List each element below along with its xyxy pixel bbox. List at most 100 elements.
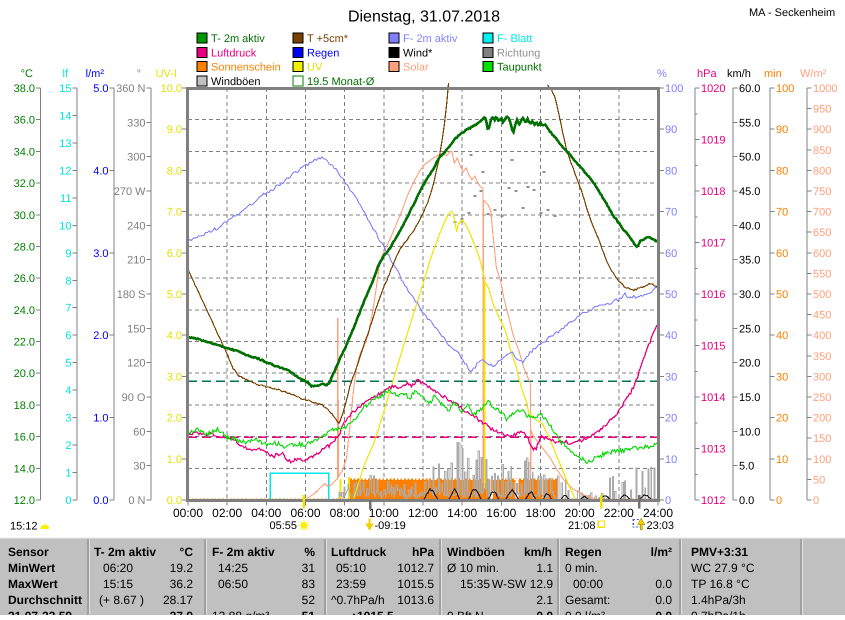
svg-text:950: 950 xyxy=(813,104,831,116)
svg-text:32.0: 32.0 xyxy=(14,178,35,190)
svg-text:21:08: 21:08 xyxy=(568,520,596,532)
svg-text:0.0: 0.0 xyxy=(536,609,553,615)
svg-text:T- 2m aktiv: T- 2m aktiv xyxy=(211,33,265,45)
svg-text:200: 200 xyxy=(813,413,831,425)
svg-text:Richtung: Richtung xyxy=(497,47,540,59)
svg-text:40: 40 xyxy=(776,330,788,342)
svg-text:0: 0 xyxy=(813,495,819,507)
svg-text:60: 60 xyxy=(665,248,677,260)
svg-text:05:10: 05:10 xyxy=(336,561,366,575)
svg-text:270 W: 270 W xyxy=(114,186,146,198)
svg-text:8.0: 8.0 xyxy=(167,165,182,177)
svg-text:Regen: Regen xyxy=(307,47,339,59)
svg-text:Sonnenschein: Sonnenschein xyxy=(211,62,281,74)
svg-text:240: 240 xyxy=(127,220,145,232)
svg-text:10: 10 xyxy=(59,220,71,232)
svg-text:24.0: 24.0 xyxy=(14,305,35,317)
svg-text:21.07-23.59: 21.07-23.59 xyxy=(8,609,72,615)
svg-text:Gesamt:: Gesamt: xyxy=(565,593,610,607)
svg-text:1018: 1018 xyxy=(701,186,725,198)
svg-text:1019: 1019 xyxy=(701,135,725,147)
svg-text:4.0: 4.0 xyxy=(167,330,182,342)
svg-text:14.0: 14.0 xyxy=(14,463,35,475)
svg-text:60: 60 xyxy=(776,248,788,260)
svg-text:19.2: 19.2 xyxy=(170,561,194,575)
svg-text:14:25: 14:25 xyxy=(218,561,248,575)
svg-text:Sensor: Sensor xyxy=(8,545,49,559)
svg-text:T- 2m aktiv: T- 2m aktiv xyxy=(94,545,156,559)
svg-text:0: 0 xyxy=(665,495,671,507)
svg-text:15:12: 15:12 xyxy=(10,521,38,533)
svg-text:20: 20 xyxy=(776,413,788,425)
svg-text:2.0: 2.0 xyxy=(93,330,108,342)
svg-text:^0.7hPa/h: ^0.7hPa/h xyxy=(331,593,385,607)
svg-text:MinWert: MinWert xyxy=(8,561,55,575)
svg-text:1020: 1020 xyxy=(701,83,725,95)
svg-text:180 S: 180 S xyxy=(117,289,146,301)
svg-text:18.0: 18.0 xyxy=(14,400,35,412)
svg-text:0.0: 0.0 xyxy=(655,609,672,615)
svg-text:22.0: 22.0 xyxy=(14,337,35,349)
svg-text:Solar: Solar xyxy=(403,62,429,74)
svg-text:12:00: 12:00 xyxy=(408,506,438,520)
svg-text:100: 100 xyxy=(813,454,831,466)
svg-text:14: 14 xyxy=(59,111,71,123)
svg-text:0.0: 0.0 xyxy=(739,495,754,507)
svg-text:400: 400 xyxy=(813,330,831,342)
svg-text:90 O: 90 O xyxy=(122,392,146,404)
svg-text:13: 13 xyxy=(59,138,71,150)
svg-text:Dienstag, 31.07.2018: Dienstag, 31.07.2018 xyxy=(348,9,500,26)
svg-text:15.0: 15.0 xyxy=(739,392,760,404)
svg-text:19.5 Monat-Ø: 19.5 Monat-Ø xyxy=(307,76,375,88)
svg-text:1013: 1013 xyxy=(701,444,725,456)
svg-text:24:00: 24:00 xyxy=(643,506,673,520)
svg-text:14:00: 14:00 xyxy=(447,506,477,520)
svg-text:40.0: 40.0 xyxy=(739,220,760,232)
svg-text:6: 6 xyxy=(65,330,71,342)
svg-text:90: 90 xyxy=(776,124,788,136)
svg-text:0.0: 0.0 xyxy=(655,577,672,591)
svg-text:04:00: 04:00 xyxy=(251,506,281,520)
svg-text:10: 10 xyxy=(776,454,788,466)
svg-text:70: 70 xyxy=(665,207,677,219)
svg-text:90: 90 xyxy=(665,124,677,136)
svg-text:600: 600 xyxy=(813,248,831,260)
svg-text:5: 5 xyxy=(65,358,71,370)
svg-text:0.0: 0.0 xyxy=(93,495,108,507)
svg-text:150: 150 xyxy=(813,433,831,445)
svg-text:UV-I: UV-I xyxy=(156,68,177,80)
svg-text:38.0: 38.0 xyxy=(14,83,35,95)
svg-text:20.0: 20.0 xyxy=(739,358,760,370)
svg-text:2.1: 2.1 xyxy=(536,593,553,607)
svg-text:0: 0 xyxy=(65,495,71,507)
svg-text:16.0: 16.0 xyxy=(14,432,35,444)
svg-text:20:00: 20:00 xyxy=(565,506,595,520)
svg-text:850: 850 xyxy=(813,145,831,157)
svg-text:100: 100 xyxy=(776,83,794,95)
svg-text:1017: 1017 xyxy=(701,238,725,250)
svg-text:Regen: Regen xyxy=(565,545,602,559)
svg-text:25.0: 25.0 xyxy=(739,323,760,335)
svg-text:100: 100 xyxy=(665,83,683,95)
svg-text:50: 50 xyxy=(665,289,677,301)
svg-text:2.0: 2.0 xyxy=(167,413,182,425)
svg-text:10:00: 10:00 xyxy=(369,506,399,520)
svg-text:1015: 1015 xyxy=(701,341,725,353)
svg-text:%: % xyxy=(304,545,315,559)
svg-text:15: 15 xyxy=(59,83,71,95)
svg-text:34.0: 34.0 xyxy=(14,146,35,158)
svg-text:15:15: 15:15 xyxy=(103,577,133,591)
svg-text:55.0: 55.0 xyxy=(739,117,760,129)
svg-text:18:00: 18:00 xyxy=(525,506,555,520)
svg-text:W-SW 12.9: W-SW 12.9 xyxy=(492,577,553,591)
svg-text:300: 300 xyxy=(813,371,831,383)
svg-text:05:55: 05:55 xyxy=(269,520,297,532)
svg-text:4.0: 4.0 xyxy=(93,165,108,177)
svg-text:50.0: 50.0 xyxy=(739,152,760,164)
svg-text:80: 80 xyxy=(665,165,677,177)
svg-text:3.0: 3.0 xyxy=(93,248,108,260)
svg-text:700: 700 xyxy=(813,207,831,219)
svg-text:(+ 8.67 ): (+ 8.67 ) xyxy=(99,593,144,607)
svg-text:1.0: 1.0 xyxy=(93,413,108,425)
svg-text:1012: 1012 xyxy=(701,495,725,507)
